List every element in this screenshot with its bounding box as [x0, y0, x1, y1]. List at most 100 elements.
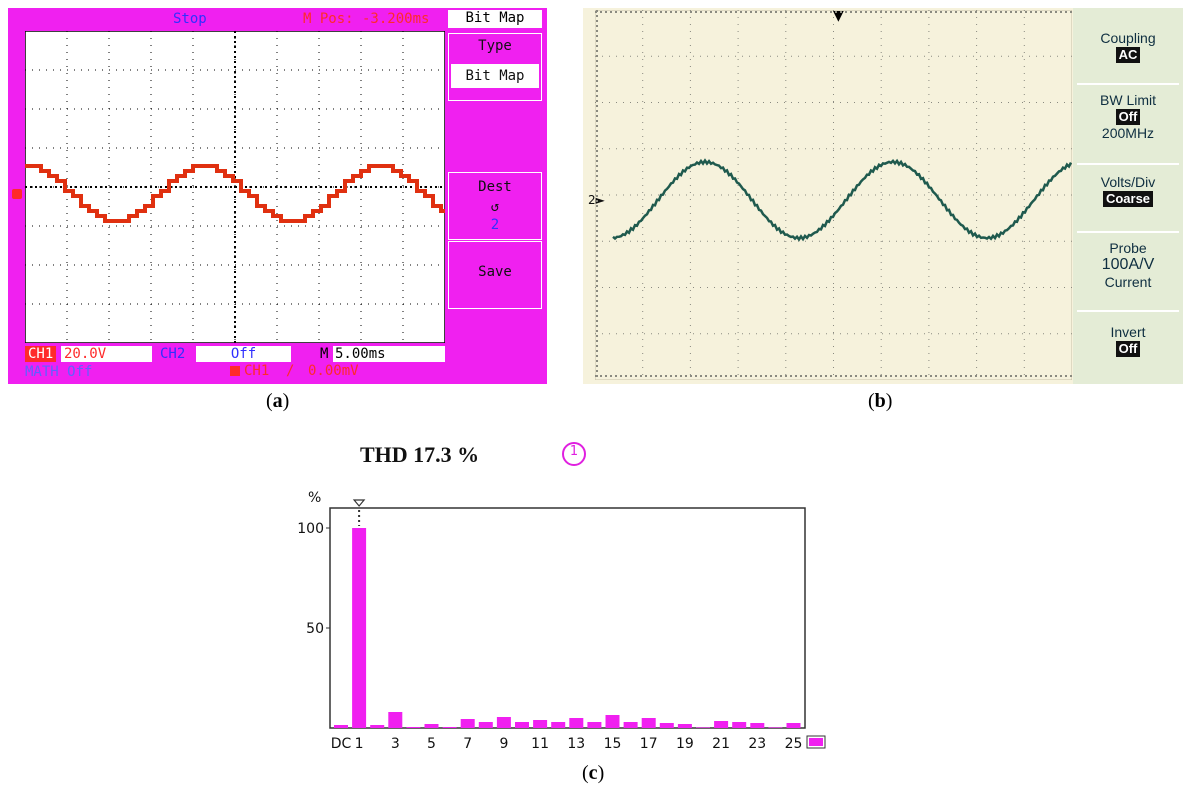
dest-value: 2 — [490, 217, 500, 233]
x-tick-label: 23 — [748, 736, 766, 752]
channel-marker: 2► — [588, 193, 605, 207]
volts-title: Volts/Div — [1100, 174, 1156, 190]
ch1-label: CH1 — [25, 346, 57, 362]
x-tick-label: 5 — [427, 736, 436, 752]
mpos-readout: M Pos: -3.200ms — [303, 11, 430, 27]
harmonic-bar — [406, 727, 421, 728]
harmonic-bar — [659, 723, 674, 728]
harmonic-bar — [424, 724, 439, 728]
x-tick-label: 19 — [676, 736, 694, 752]
coupling-value: AC — [1115, 47, 1141, 63]
ch1-level-marker — [12, 189, 22, 199]
menu-header: Bit Map — [448, 10, 542, 28]
probe-title: Probe — [1109, 240, 1147, 256]
x-tick-label: 11 — [531, 736, 549, 752]
harmonic-bar — [388, 712, 403, 728]
waveform-trace-b — [612, 158, 1072, 242]
x-tick-label: 3 — [391, 736, 400, 752]
harmonic-bar — [352, 528, 367, 728]
timebase-label: M — [320, 346, 329, 362]
panel-label-b-letter: b — [874, 390, 886, 412]
divider — [1077, 163, 1179, 165]
math-status: MATH Off — [25, 364, 93, 380]
coupling-title: Coupling — [1100, 30, 1156, 46]
harmonic-bar — [641, 718, 656, 728]
x-tick-label: 9 — [499, 736, 508, 752]
harmonic-bar — [623, 722, 638, 728]
waveform-trace-a — [25, 164, 445, 223]
invert-value: Off — [1115, 341, 1141, 357]
coupling-button[interactable]: Coupling AC — [1073, 30, 1183, 63]
panel-label-a: (a) — [266, 390, 290, 412]
trigger-slope-icon: / — [286, 363, 295, 379]
x-tick-label: 25 — [785, 736, 803, 752]
harmonic-bar — [714, 721, 729, 728]
harmonic-bar — [533, 720, 548, 728]
trigger-position-icon: ▼ — [833, 8, 844, 24]
invert-title: Invert — [1110, 324, 1146, 340]
waveform-display-b — [595, 10, 1072, 380]
channel-marker-label: 2 — [588, 193, 596, 207]
panel-label-c: (c) — [582, 762, 605, 784]
probe-value: 100A/V — [1101, 256, 1155, 273]
timebase-value: 5.00ms — [333, 346, 445, 362]
y-tick-label: 50 — [306, 621, 324, 637]
x-tick-label: 7 — [463, 736, 472, 752]
x-tick-label: DC — [331, 736, 352, 752]
status-text: Stop — [173, 11, 207, 27]
dest-title: Dest — [478, 179, 512, 195]
x-tick-label: 21 — [712, 736, 730, 752]
bw-limit-button[interactable]: BW Limit Off 200MHz — [1073, 92, 1183, 141]
x-tick-label: 15 — [604, 736, 622, 752]
harmonic-bar — [551, 722, 566, 728]
harmonic-bar — [370, 725, 385, 728]
harmonic-bar — [732, 722, 747, 728]
legend-swatch — [809, 738, 823, 746]
x-tick-label: 17 — [640, 736, 658, 752]
type-value: Bit Map — [451, 64, 539, 88]
harmonic-bar — [605, 715, 620, 728]
harmonic-bar — [478, 722, 493, 728]
probe-button[interactable]: Probe 100A/V Current — [1073, 240, 1183, 290]
harmonic-bar — [677, 724, 692, 728]
menu-type-button[interactable]: Type Bit Map — [448, 33, 542, 101]
channel-menu: Coupling AC BW Limit Off 200MHz Volts/Di… — [1073, 8, 1183, 384]
ch1-scale: 20.0V — [61, 346, 152, 362]
trigger-level: 0.00mV — [308, 363, 359, 379]
volts-value: Coarse — [1102, 191, 1154, 207]
y-tick-label: 100 — [297, 521, 324, 537]
harmonic-bar — [696, 727, 710, 728]
divider — [1077, 83, 1179, 85]
probe-type: Current — [1104, 274, 1152, 290]
harmonic-bar — [442, 727, 457, 728]
ch2-label: CH2 — [160, 346, 186, 362]
oscilloscope-a-screen: Stop M Pos: -3.200ms Bit Map ◆ Type Bit … — [8, 8, 547, 384]
harmonic-bar — [460, 719, 475, 728]
harmonic-bar — [496, 717, 511, 728]
channel-badge: 1 — [562, 442, 586, 466]
x-tick-label: 13 — [567, 736, 585, 752]
menu-dest-button[interactable]: Dest ↺ 2 — [448, 172, 542, 240]
harmonic-bar — [768, 727, 783, 728]
type-title: Type — [478, 38, 512, 54]
harmonic-bar — [334, 725, 348, 728]
x-tick-label: 1 — [355, 736, 364, 752]
y-axis-label: % — [308, 490, 321, 506]
harmonic-bar — [587, 722, 602, 728]
plot-area — [329, 507, 806, 729]
trigger-source: CH1 — [244, 363, 270, 379]
divider — [1077, 310, 1179, 312]
invert-button[interactable]: Invert Off — [1073, 324, 1183, 357]
panel-label-b: (b) — [868, 390, 893, 412]
volts-div-button[interactable]: Volts/Div Coarse — [1073, 174, 1183, 207]
bw-title: BW Limit — [1100, 92, 1156, 108]
bw-frequency: 200MHz — [1101, 125, 1155, 141]
harmonic-bar — [569, 718, 584, 728]
cycle-icon: ↺ — [490, 199, 500, 215]
menu-save-button[interactable]: Save — [448, 241, 542, 309]
save-label: Save — [478, 264, 512, 280]
panel-label-a-letter: a — [272, 390, 283, 412]
thd-title: THD 17.3 % — [360, 442, 480, 467]
harmonic-bar — [515, 722, 529, 728]
